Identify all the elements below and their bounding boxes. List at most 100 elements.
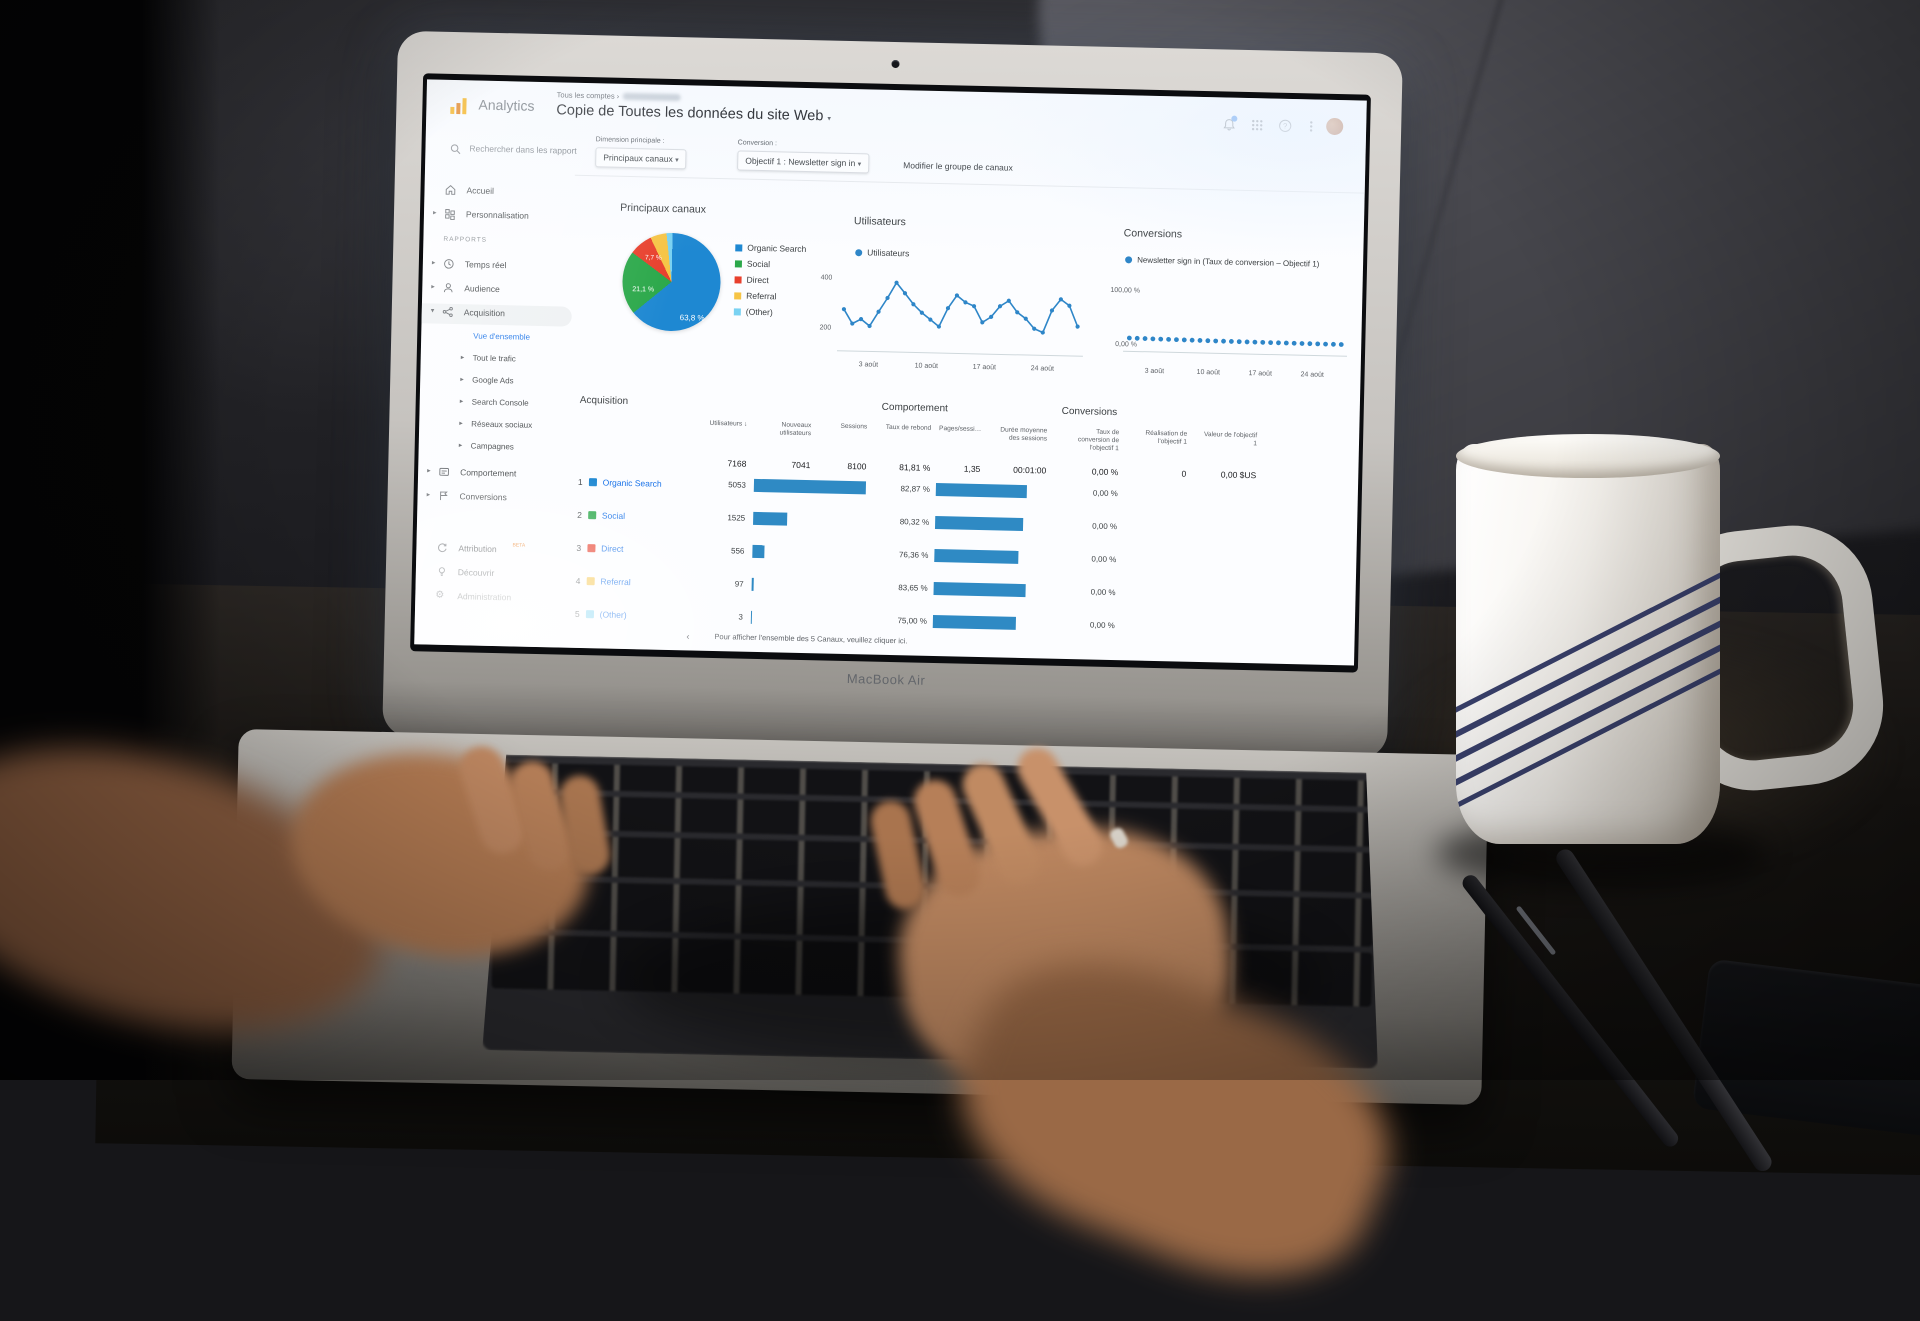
chevron-left-icon[interactable]: ‹ <box>686 631 690 642</box>
legend-swatch <box>1125 256 1133 264</box>
col-label: Réalisation de l'objectif 1 <box>1145 429 1188 446</box>
col-header-valeur[interactable]: Valeur de l'objectif 1 <box>1201 431 1257 449</box>
col-label: Durée moyenne des sessions <box>1000 426 1048 443</box>
behavior-icon <box>438 466 450 478</box>
sidebar-item-decouvrir[interactable]: Découvrir <box>416 563 566 586</box>
y-axis-tick: 100,00 % <box>1110 286 1141 295</box>
row-rank: 5 <box>574 608 580 619</box>
chevron-right-icon: ▸ <box>458 442 463 450</box>
cell-users: 97 <box>734 579 744 589</box>
dimension-value: Principaux canaux <box>603 152 673 164</box>
sidebar-label: Vue d'ensemble <box>473 331 531 342</box>
users-bar <box>751 577 755 591</box>
table-group-conversions: Conversions <box>1061 405 1118 419</box>
sidebar-item-personnalisation[interactable]: ▸ Personnalisation <box>424 205 574 228</box>
channel-color-chip <box>587 544 596 553</box>
col-header-realisation[interactable]: Réalisation de l'objectif 1 <box>1131 429 1187 447</box>
customization-icon <box>444 208 456 221</box>
x-axis-tick: 10 août <box>914 362 939 371</box>
sidebar-label: Découvrir <box>457 567 495 579</box>
bounce-bar <box>934 516 1024 531</box>
chevron-right-icon: ▸ <box>459 398 464 406</box>
coffee-mug <box>1436 428 1892 888</box>
col-header-pages[interactable]: Pages/sessi… <box>925 425 981 435</box>
cell-conv: 0,00 % <box>1092 521 1118 532</box>
notifications-bell-icon[interactable] <box>1222 115 1238 136</box>
person-icon <box>442 282 454 294</box>
search-icon[interactable] <box>449 142 461 160</box>
pie-slice-label: 63,8 % <box>679 313 705 323</box>
sidebar-label: Search Console <box>471 397 529 408</box>
col-header-duree[interactable]: Durée moyenne des sessions <box>991 426 1047 444</box>
sidebar-item-temps-reel[interactable]: ▸ Temps réel <box>423 255 573 278</box>
table-footer-note[interactable]: Pour afficher l'ensemble des 5 Canaux, v… <box>714 632 908 646</box>
x-axis-tick: 3 août <box>1144 367 1165 376</box>
sidebar-item-audience[interactable]: ▸ Audience <box>422 279 572 302</box>
col-header-taux-conv[interactable]: Taux de conversion de l'objectif 1 <box>1063 428 1119 454</box>
sidebar-item-tout-le-trafic[interactable]: ▸ Tout le trafic <box>420 349 570 372</box>
col-header-sessions[interactable]: Sessions <box>811 422 867 432</box>
breadcrumb[interactable]: Tous les comptes › <box>556 90 620 101</box>
cell-users: 556 <box>730 546 745 556</box>
search-input[interactable]: Rechercher dans les rapport <box>469 143 577 156</box>
sidebar-label: Tout le trafic <box>472 353 516 364</box>
acquisition-icon <box>442 306 454 318</box>
col-header-rebond[interactable]: Taux de rebond <box>875 424 932 434</box>
sidebar-item-campagnes[interactable]: ▸ Campagnes <box>418 437 568 460</box>
users-chart-legend: Utilisateurs <box>855 247 909 258</box>
bounce-bar <box>933 581 1027 598</box>
sidebar-label: Accueil <box>466 185 495 196</box>
x-axis-tick: 24 août <box>1030 365 1055 373</box>
total-pages: 1,35 <box>963 463 981 475</box>
sidebar-item-attribution[interactable]: Attribution BETA <box>416 539 566 562</box>
cell-bounce: 80,32 % <box>899 517 930 527</box>
cell-conv: 0,00 % <box>1090 587 1116 598</box>
y-axis-tick: 200 <box>819 324 832 332</box>
users-bar <box>752 544 765 559</box>
channel-link[interactable]: Referral <box>600 576 631 588</box>
cell-conv: 0,00 % <box>1089 620 1115 631</box>
sidebar-item-comportement[interactable]: ▸ Comportement <box>418 463 568 486</box>
sidebar-item-search-console[interactable]: ▸ Search Console <box>419 393 569 416</box>
avatar[interactable] <box>1326 117 1344 136</box>
legend-item-other: (Other) <box>733 306 773 317</box>
legend-swatch <box>735 244 743 252</box>
channel-link[interactable]: Direct <box>601 543 624 554</box>
sidebar-item-vue-densemble[interactable]: Vue d'ensemble <box>421 327 571 350</box>
cell-users: 3 <box>738 612 744 622</box>
conversions-chart-legend: Newsletter sign in (Taux de conversion –… <box>1125 255 1335 269</box>
channel-link[interactable]: Organic Search <box>602 477 662 489</box>
sidebar-item-accueil[interactable]: Accueil <box>424 181 574 204</box>
conversions-line-chart <box>1123 335 1348 357</box>
product-name: Analytics <box>478 96 535 114</box>
chevron-right-icon: ▸ <box>426 491 431 499</box>
page-title[interactable]: Copie de Toutes les données du site Web … <box>556 102 831 124</box>
legend-swatch <box>734 276 742 284</box>
analytics-logo-icon[interactable] <box>450 96 468 115</box>
dimension-dropdown[interactable]: Principaux canaux ▾ <box>595 147 687 170</box>
legend-item-direct: Direct <box>734 274 769 286</box>
chevron-right-icon: ▸ <box>460 376 464 384</box>
col-label: Valeur de l'objectif 1 <box>1203 431 1258 448</box>
sidebar-item-reseaux-sociaux[interactable]: ▸ Réseaux sociaux <box>419 415 569 438</box>
sidebar-item-google-ads[interactable]: ▸ Google Ads <box>420 371 570 394</box>
notification-badge <box>1231 115 1238 122</box>
kebab-menu-icon[interactable] <box>1304 119 1318 138</box>
legend-label: Direct <box>746 274 769 286</box>
chevron-right-icon: ▸ <box>432 209 437 217</box>
sidebar-item-administration[interactable]: ⚙ Administration <box>415 587 565 610</box>
channel-link[interactable]: Social <box>601 510 626 521</box>
row-rank: 1 <box>577 476 583 487</box>
webcam-dot <box>891 59 900 69</box>
sidebar-item-acquisition[interactable]: ▾ Acquisition <box>421 303 572 327</box>
users-chart-title: Utilisateurs <box>853 215 906 229</box>
col-header-utilisateurs[interactable]: Utilisateurs ↓ <box>691 419 747 429</box>
edit-channel-group-link[interactable]: Modifier le groupe de canaux <box>903 160 1013 173</box>
channel-link[interactable]: (Other) <box>599 609 627 621</box>
conversion-dropdown[interactable]: Objectif 1 : Newsletter sign in ▾ <box>737 150 870 174</box>
col-header-nouveaux[interactable]: Nouveaux utilisateurs <box>755 421 811 439</box>
apps-grid-icon[interactable] <box>1250 118 1264 137</box>
sidebar-item-conversions[interactable]: ▸ Conversions <box>417 487 567 510</box>
users-line-chart <box>836 280 1083 357</box>
help-icon[interactable]: ? <box>1278 119 1292 138</box>
